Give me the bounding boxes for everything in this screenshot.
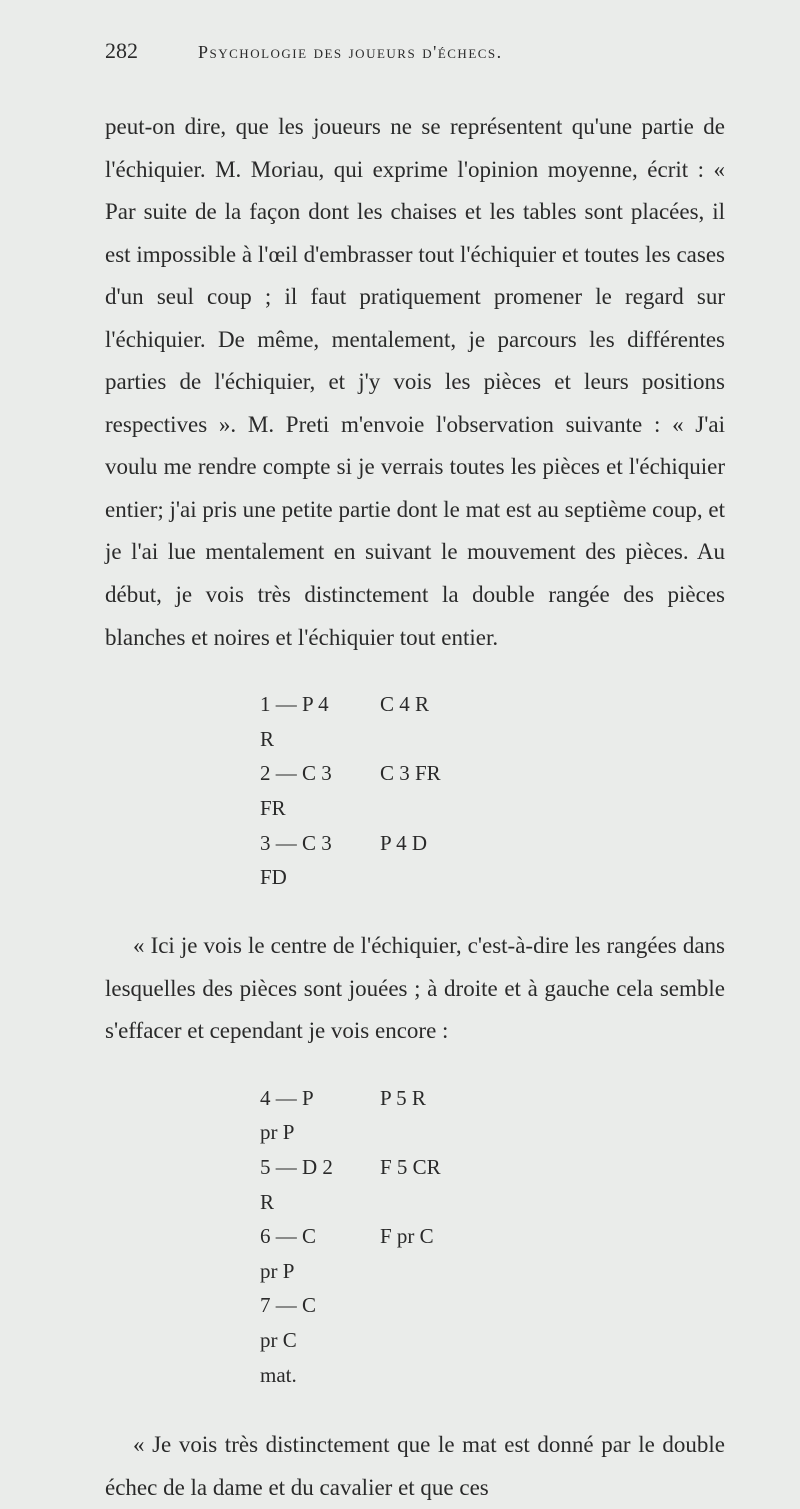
page-header: 282 PSYCHOLOGIE DES JOUEURS D'ÉCHECS. bbox=[105, 38, 725, 64]
move-white: 7 — C pr C mat. bbox=[105, 1288, 335, 1392]
page-number: 282 bbox=[105, 38, 138, 64]
chess-row: 3 — C 3 FD P 4 D bbox=[105, 826, 725, 895]
move-white: 2 — C 3 FR bbox=[105, 756, 335, 825]
move-black bbox=[335, 1288, 380, 1392]
paragraph-1: peut-on dire, que les joueurs ne se repr… bbox=[105, 106, 725, 659]
move-white: 1 — P 4 R bbox=[105, 687, 335, 756]
move-white: 6 — C pr P bbox=[105, 1219, 335, 1288]
move-white: 3 — C 3 FD bbox=[105, 826, 335, 895]
move-black: P 5 R bbox=[335, 1081, 426, 1150]
move-black: C 3 FR bbox=[335, 756, 441, 825]
move-black: F pr C bbox=[335, 1219, 434, 1288]
chess-row: 4 — P pr P P 5 R bbox=[105, 1081, 725, 1150]
chess-row: 2 — C 3 FR C 3 FR bbox=[105, 756, 725, 825]
chess-moves-block-2: 4 — P pr P P 5 R 5 — D 2 R F 5 CR 6 — C … bbox=[105, 1081, 725, 1393]
chess-row: 7 — C pr C mat. bbox=[105, 1288, 725, 1392]
paragraph-2: « Ici je vois le centre de l'échiquier, … bbox=[105, 925, 725, 1053]
paragraph-3: « Je vois très distinctement que le mat … bbox=[105, 1424, 725, 1509]
chess-row: 6 — C pr P F pr C bbox=[105, 1219, 725, 1288]
chess-row: 5 — D 2 R F 5 CR bbox=[105, 1150, 725, 1219]
move-black: F 5 CR bbox=[335, 1150, 441, 1219]
move-black: P 4 D bbox=[335, 826, 427, 895]
move-white: 5 — D 2 R bbox=[105, 1150, 335, 1219]
chess-row: 1 — P 4 R C 4 R bbox=[105, 687, 725, 756]
running-title: PSYCHOLOGIE DES JOUEURS D'ÉCHECS. bbox=[198, 42, 503, 63]
chess-moves-block-1: 1 — P 4 R C 4 R 2 — C 3 FR C 3 FR 3 — C … bbox=[105, 687, 725, 895]
move-black: C 4 R bbox=[335, 687, 429, 756]
move-white: 4 — P pr P bbox=[105, 1081, 335, 1150]
